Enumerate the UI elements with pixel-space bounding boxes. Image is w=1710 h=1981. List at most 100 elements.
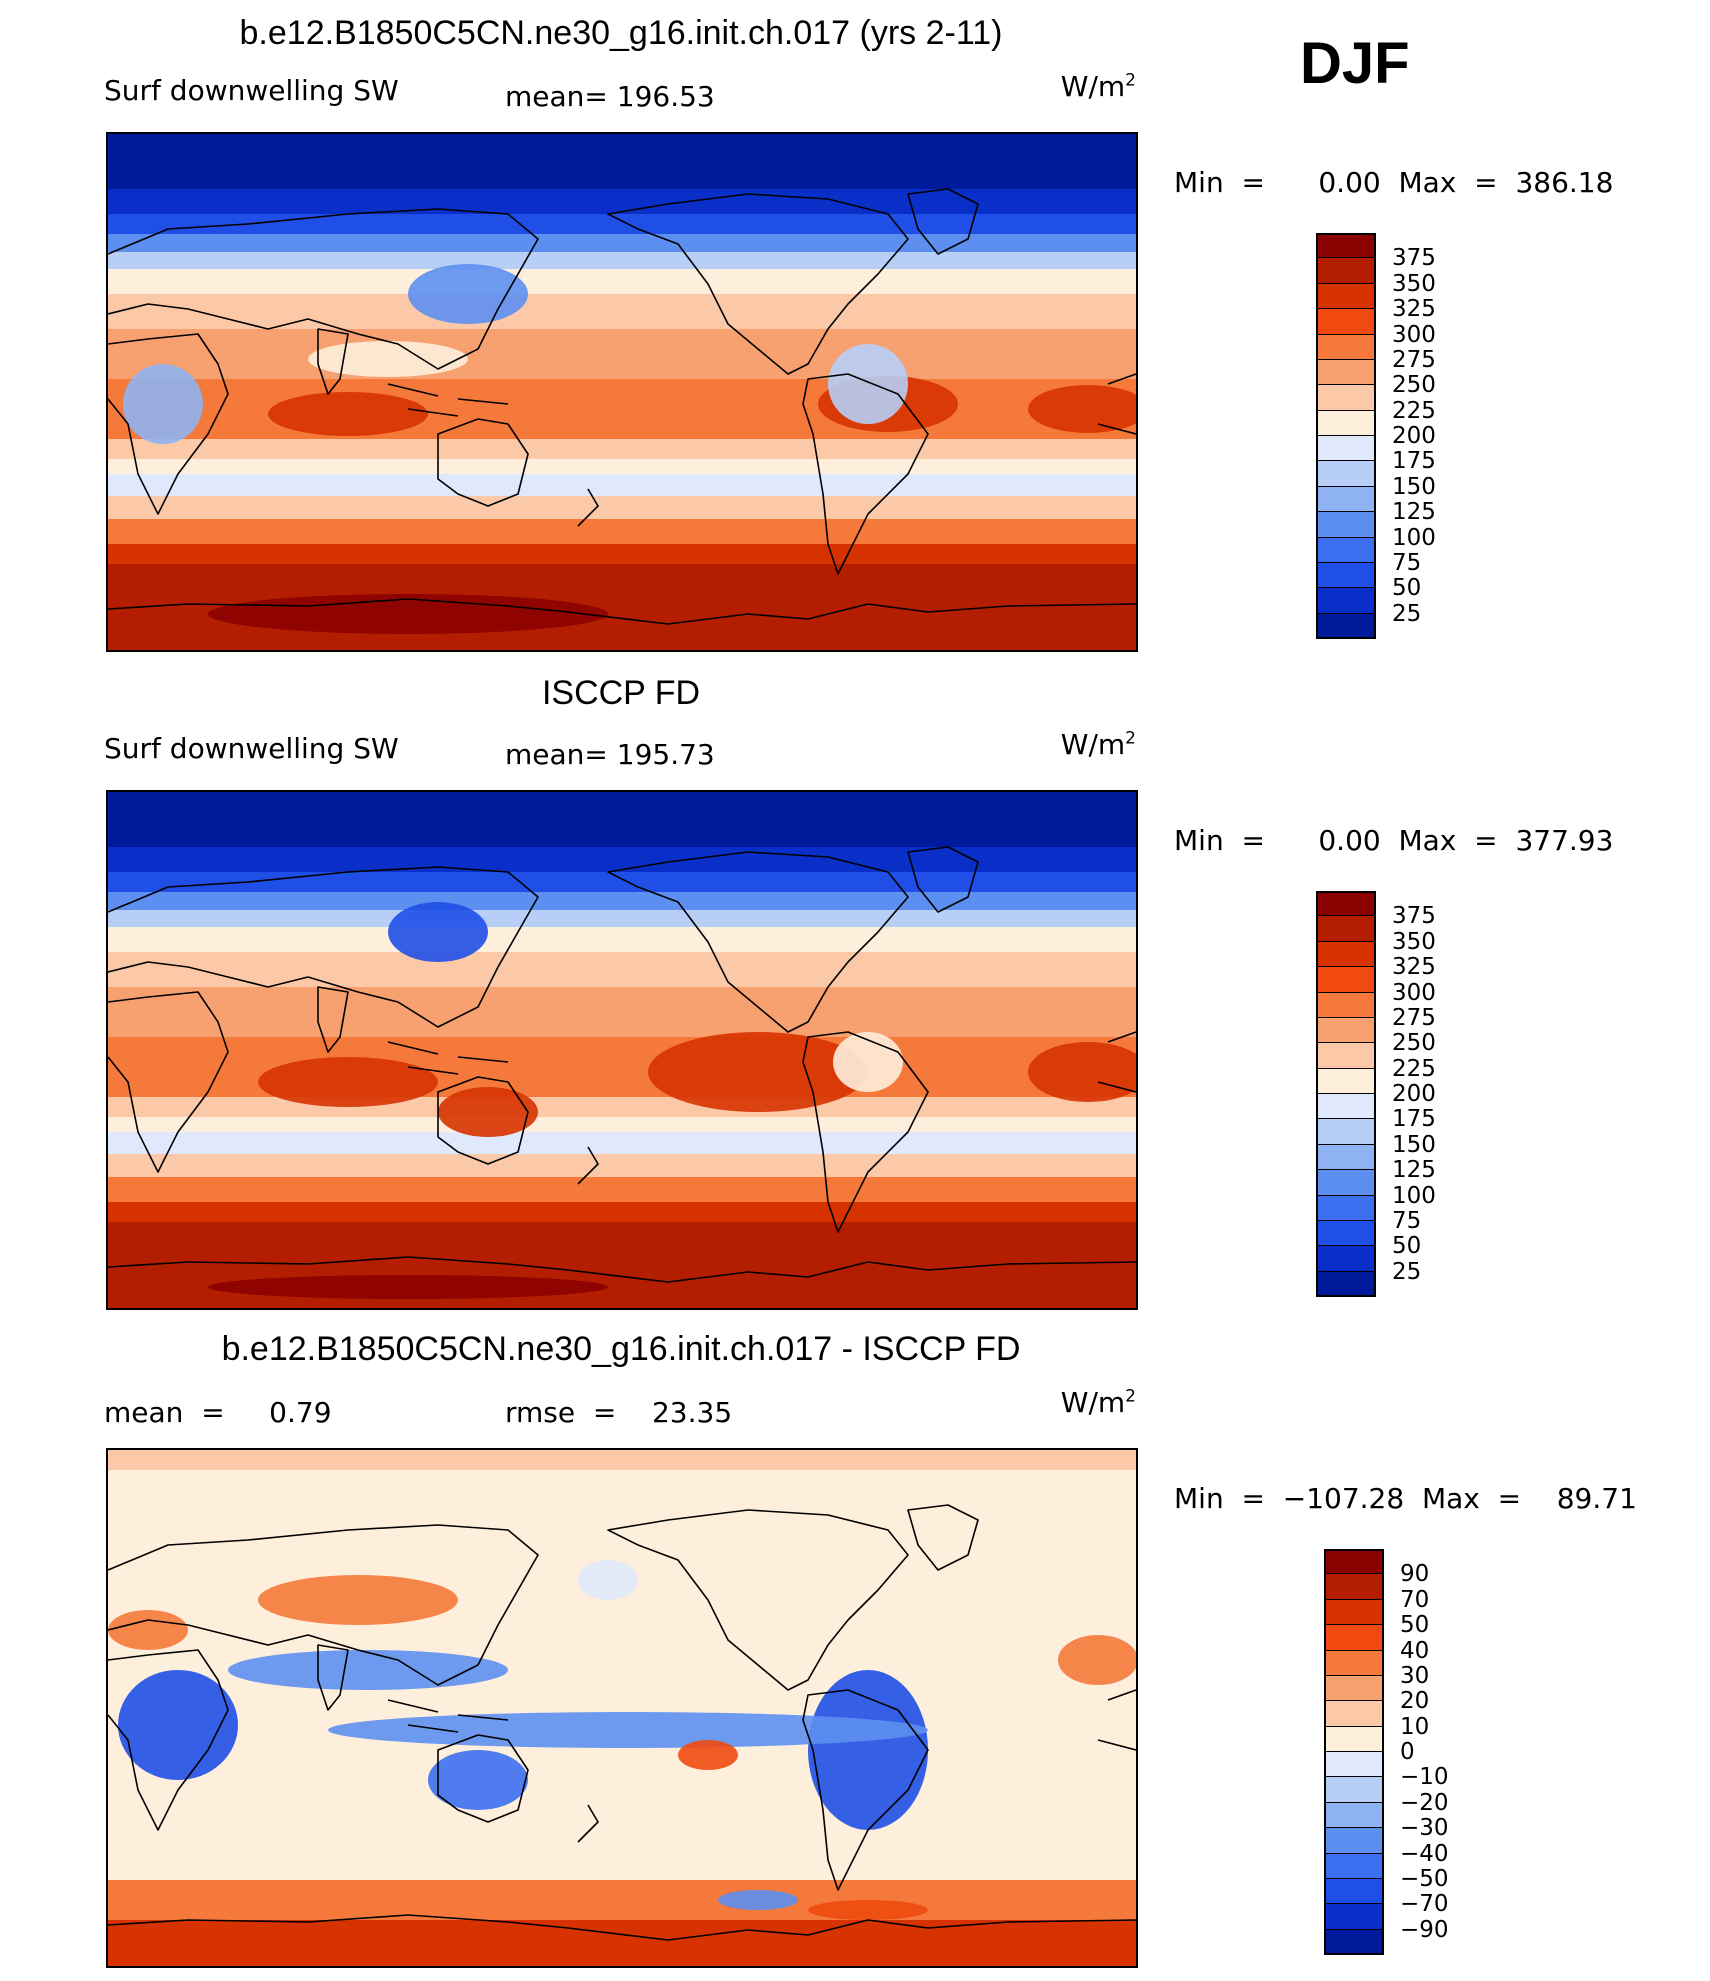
colorbar-box: [1324, 1599, 1384, 1626]
colorbar-box: [1324, 1726, 1384, 1752]
panel-2-mean: mean= 195.73: [505, 738, 715, 771]
panel-2-units: W/m2: [1060, 728, 1136, 761]
panel-1-mean: mean= 196.53: [505, 80, 715, 113]
colorbar-tick-label: 200: [1392, 423, 1436, 449]
colorbar-box: [1316, 385, 1376, 411]
colorbar-tick-label: 325: [1392, 296, 1436, 323]
colorbar-box: [1316, 891, 1376, 917]
colorbar-tick-label: 75: [1392, 549, 1422, 576]
colorbar-tick-label: 300: [1392, 979, 1436, 1006]
colorbar-box: [1316, 1043, 1376, 1069]
colorbar-box: [1316, 941, 1376, 968]
panel-2-variable: Surf downwelling SW: [104, 732, 399, 765]
colorbar-box: [1316, 359, 1376, 386]
colorbar-box: [1324, 1904, 1384, 1930]
colorbar-tick-label: −10: [1400, 1764, 1449, 1791]
colorbar-tick-label: 25: [1392, 1258, 1422, 1285]
map-field: [108, 1450, 1136, 1966]
colorbar-box: [1316, 410, 1376, 436]
panel-1-minmax: Min = 0.00 Max = 386.18: [1174, 166, 1614, 199]
colorbar-tick-label: 125: [1392, 499, 1436, 526]
colorbar-box: [1316, 1144, 1376, 1171]
colorbar-tick-label: 40: [1400, 1637, 1430, 1664]
colorbar-tick-label: 20: [1400, 1688, 1430, 1715]
panel-3-minmax: Min = −107.28 Max = 89.71: [1174, 1482, 1637, 1515]
colorbar-tick-label: −50: [1400, 1865, 1449, 1892]
colorbar-tick-label: 150: [1392, 1131, 1436, 1158]
colorbar-box: [1316, 1246, 1376, 1272]
panel-1-units: W/m2: [1060, 70, 1136, 103]
colorbar-box: [1324, 1549, 1384, 1575]
panel-3-units: W/m2: [1060, 1386, 1136, 1419]
colorbar-box: [1316, 436, 1376, 462]
colorbar-box: [1316, 562, 1376, 589]
colorbar-tick-label: 25: [1392, 600, 1422, 627]
colorbar-tick-label: 175: [1392, 1106, 1436, 1133]
colorbar-tick-label: 225: [1392, 397, 1436, 424]
coastlines: [108, 188, 1136, 625]
colorbar-box: [1324, 1650, 1384, 1676]
colorbar-tick-label: −70: [1400, 1891, 1449, 1918]
panel-1-variable: Surf downwelling SW: [104, 74, 399, 107]
colorbar-tick-label: 10: [1400, 1713, 1430, 1740]
colorbar-box: [1316, 916, 1376, 942]
colorbar-box: [1316, 334, 1376, 360]
colorbar-box: [1324, 1828, 1384, 1854]
colorbar-box: [1324, 1752, 1384, 1778]
colorbar-tick-label: 350: [1392, 928, 1436, 955]
colorbar-tick-label: −40: [1400, 1840, 1449, 1867]
colorbar-box: [1316, 613, 1376, 639]
colorbar-box: [1324, 1625, 1384, 1651]
colorbar-box: [1316, 992, 1376, 1018]
colorbar-tick-label: 300: [1392, 321, 1436, 348]
colorbar-box: [1324, 1574, 1384, 1600]
colorbar-box: [1316, 1220, 1376, 1247]
colorbar-box: [1316, 1170, 1376, 1196]
panel-1-title: b.e12.B1850C5CN.ne30_g16.init.ch.017 (yr…: [239, 14, 1003, 52]
panel-2-map: [106, 790, 1138, 1310]
colorbar-tick-label: 0: [1400, 1739, 1415, 1765]
colorbar-box: [1324, 1802, 1384, 1829]
colorbar-box: [1316, 258, 1376, 284]
colorbar-tick-label: 90: [1400, 1561, 1430, 1588]
panel-2-minmax: Min = 0.00 Max = 377.93: [1174, 824, 1614, 857]
panel-3-mean: mean = 0.79: [104, 1396, 332, 1429]
colorbar-box: [1316, 588, 1376, 614]
colorbar-box: [1324, 1929, 1384, 1955]
season-label: DJF: [1300, 31, 1410, 96]
colorbar-tick-label: 50: [1400, 1612, 1430, 1639]
panel-3-colorbar: 90 70 50 40 30 20 10 0 −10 −20 −30 −40 −50 −70 −90: [1324, 1549, 1449, 1955]
colorbar-tick-label: 100: [1392, 1182, 1436, 1209]
colorbar-tick-label: 375: [1392, 903, 1436, 930]
colorbar-box: [1324, 1878, 1384, 1905]
colorbar-tick-label: 70: [1400, 1586, 1430, 1613]
coastlines: [108, 846, 1136, 1283]
colorbar-box: [1316, 486, 1376, 513]
panel-2-title: ISCCP FD: [541, 674, 701, 712]
panel-3-rmse: rmse = 23.35: [505, 1396, 733, 1429]
panel-3-title: b.e12.B1850C5CN.ne30_g16.init.ch.017 - I…: [221, 1330, 1021, 1368]
panel-2-colorbar: 375 350 325 300 275 250 225 200 175 150 125 100 75 50…: [1316, 891, 1436, 1297]
colorbar-box: [1316, 512, 1376, 538]
colorbar-tick-label: 50: [1392, 575, 1422, 602]
colorbar-tick-label: 75: [1392, 1207, 1422, 1234]
map-field: [108, 134, 1136, 650]
colorbar-tick-label: −20: [1400, 1789, 1449, 1816]
colorbar-box: [1324, 1701, 1384, 1727]
colorbar-tick-label: 30: [1400, 1662, 1430, 1689]
colorbar-tick-label: 100: [1392, 524, 1436, 551]
colorbar-box: [1324, 1853, 1384, 1879]
colorbar-box: [1316, 1119, 1376, 1145]
colorbar-box: [1316, 1195, 1376, 1221]
panel-3-map: [106, 1448, 1138, 1968]
colorbar-box: [1316, 537, 1376, 563]
colorbar-tick-label: 150: [1392, 473, 1436, 500]
colorbar-tick-label: 250: [1392, 372, 1436, 399]
colorbar-tick-label: −90: [1400, 1916, 1449, 1943]
panel-1-map: [106, 132, 1138, 652]
map-field: [108, 792, 1136, 1308]
colorbar-box: [1316, 283, 1376, 310]
colorbar-tick-label: 125: [1392, 1157, 1436, 1184]
colorbar-box: [1324, 1777, 1384, 1803]
colorbar-box: [1316, 1094, 1376, 1120]
